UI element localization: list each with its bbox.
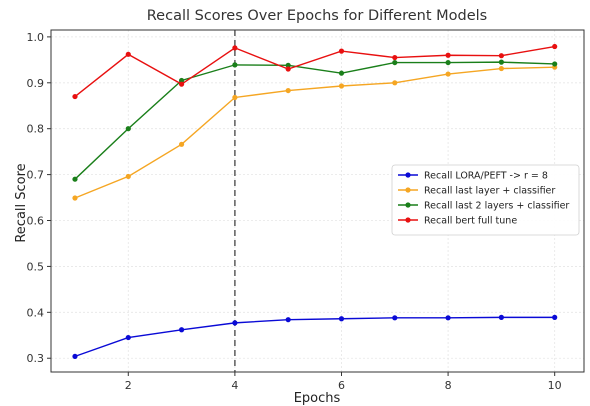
data-point bbox=[498, 65, 504, 72]
x-tick-label: 6 bbox=[338, 379, 345, 392]
data-point bbox=[125, 51, 131, 57]
data-point bbox=[338, 83, 345, 89]
data-point bbox=[285, 62, 291, 68]
data-point bbox=[392, 59, 398, 66]
data-point bbox=[72, 93, 78, 100]
data-point bbox=[178, 77, 185, 84]
data-point bbox=[285, 317, 291, 323]
plot-frame bbox=[50, 29, 585, 373]
legend-box bbox=[391, 164, 580, 236]
y-tick-label: 0.5 bbox=[27, 260, 45, 273]
y-tick-label: 0.8 bbox=[27, 123, 45, 136]
axis-ticks: 2 4 6 8 10 0.3 0.4 0.5 0.6 0.7 0.8 0.9 1.0 bbox=[27, 31, 562, 392]
data-point bbox=[125, 334, 131, 341]
legend-entry: Recall bert full tune bbox=[398, 216, 517, 227]
series-line bbox=[74, 316, 555, 358]
legend-marker bbox=[405, 172, 411, 178]
legend-marker bbox=[405, 217, 411, 223]
legend-marker bbox=[405, 187, 411, 193]
x-tick-label: 4 bbox=[231, 379, 238, 392]
x-tick-label: 8 bbox=[445, 379, 452, 392]
data-point bbox=[552, 314, 558, 320]
x-tick-label: 2 bbox=[125, 379, 132, 392]
chart-title: Recall Scores Over Epochs for Different … bbox=[147, 8, 487, 24]
data-point bbox=[285, 66, 291, 72]
data-point bbox=[125, 173, 131, 180]
data-point bbox=[285, 87, 291, 94]
y-tick-label: 1.0 bbox=[27, 31, 45, 44]
data-point bbox=[392, 315, 398, 321]
data-point bbox=[232, 94, 238, 101]
data-point bbox=[178, 81, 185, 87]
data-point bbox=[178, 327, 185, 333]
series-line bbox=[74, 66, 555, 199]
data-point bbox=[72, 353, 78, 359]
y-tick-label: 0.4 bbox=[27, 306, 45, 319]
data-point bbox=[445, 71, 451, 77]
series-line bbox=[74, 45, 555, 98]
legend-label: Recall last layer + classifier bbox=[424, 186, 555, 197]
data-point bbox=[232, 45, 238, 51]
data-point bbox=[178, 141, 185, 147]
legend-label: Recall LORA/PEFT -> r = 8 bbox=[424, 171, 548, 182]
y-tick-label: 0.6 bbox=[27, 215, 45, 228]
series-3 bbox=[72, 59, 558, 182]
data-point bbox=[232, 320, 238, 326]
series-group bbox=[72, 43, 558, 359]
y-axis-label: Recall Score bbox=[14, 163, 29, 242]
y-tick-label: 0.3 bbox=[27, 352, 45, 365]
data-point bbox=[232, 62, 238, 68]
series-4 bbox=[72, 43, 558, 100]
data-point bbox=[552, 61, 558, 67]
grid-lines bbox=[51, 30, 584, 372]
legend-label: Recall last 2 layers + classifier bbox=[424, 201, 569, 212]
legend-entry: Recall last layer + classifier bbox=[398, 186, 555, 197]
series-line bbox=[74, 61, 555, 180]
data-point bbox=[445, 52, 451, 58]
data-point bbox=[392, 80, 398, 86]
legend-marker bbox=[405, 202, 411, 208]
data-point bbox=[72, 195, 78, 201]
data-point bbox=[392, 54, 398, 61]
series-1 bbox=[72, 314, 558, 359]
data-point bbox=[338, 70, 345, 76]
x-tick-label: 10 bbox=[548, 379, 562, 392]
data-point bbox=[498, 59, 504, 65]
legend-label: Recall bert full tune bbox=[424, 216, 517, 227]
data-point bbox=[338, 48, 345, 54]
y-tick-label: 0.7 bbox=[27, 169, 45, 182]
legend-entry: Recall last 2 layers + classifier bbox=[398, 201, 569, 212]
data-point bbox=[338, 316, 345, 322]
data-point bbox=[445, 315, 451, 321]
data-point bbox=[552, 43, 558, 50]
data-point bbox=[445, 59, 451, 66]
legend: Recall LORA/PEFT -> r = 8 Recall last lay… bbox=[391, 164, 580, 236]
legend-entry: Recall LORA/PEFT -> r = 8 bbox=[398, 171, 548, 182]
x-axis-label: Epochs bbox=[294, 391, 341, 406]
data-point bbox=[72, 176, 78, 182]
y-tick-label: 0.9 bbox=[27, 77, 45, 90]
data-point bbox=[125, 126, 131, 132]
data-point bbox=[498, 53, 504, 59]
data-point bbox=[498, 314, 504, 320]
